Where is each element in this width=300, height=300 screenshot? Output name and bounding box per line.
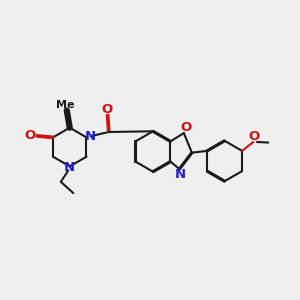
Text: N: N [175, 169, 186, 182]
Text: O: O [101, 103, 112, 116]
Text: O: O [180, 121, 191, 134]
Text: N: N [85, 130, 96, 143]
Text: N: N [64, 161, 75, 174]
Text: O: O [248, 130, 259, 143]
Text: Me: Me [56, 100, 75, 110]
Text: O: O [25, 129, 36, 142]
